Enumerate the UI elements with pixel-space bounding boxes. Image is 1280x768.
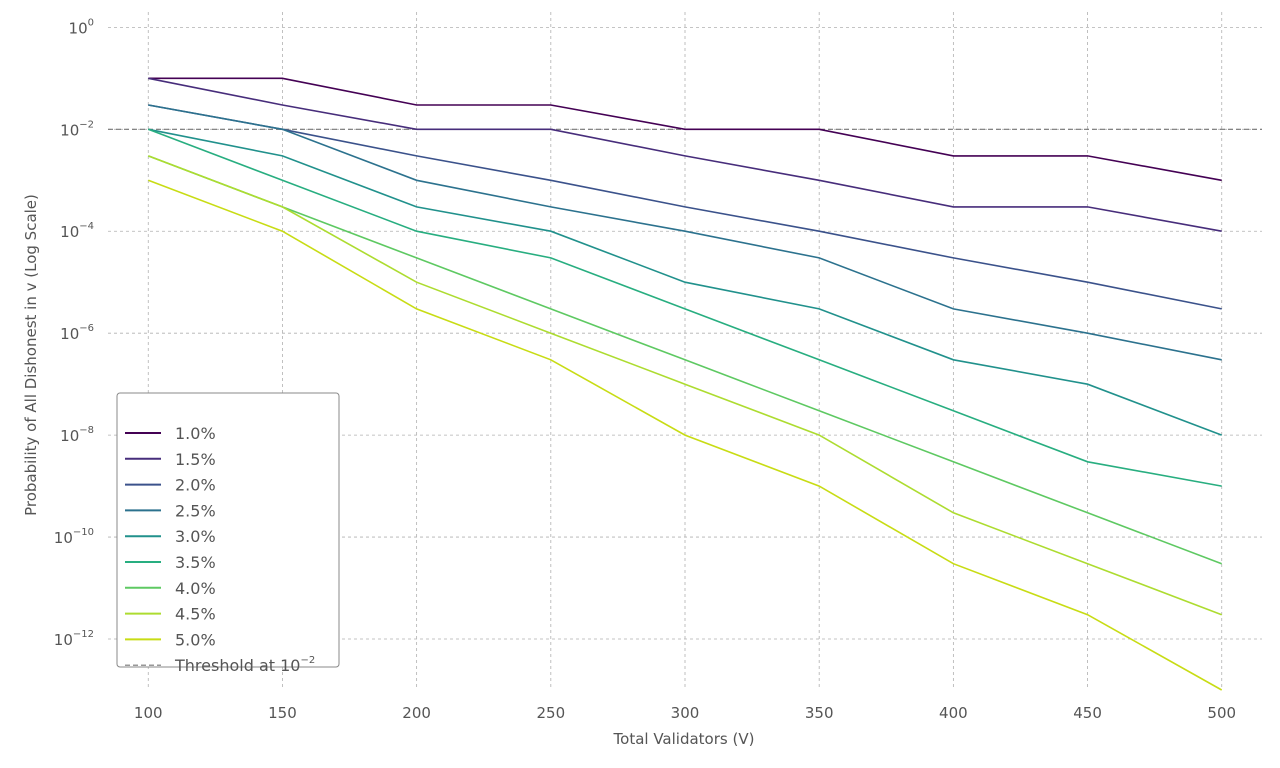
series-line-1-5pct <box>148 77 1222 232</box>
y-axis-label: Probability of All Dishonest in v (Log S… <box>22 194 40 516</box>
x-tick-label: 500 <box>1207 704 1236 722</box>
x-tick-label: 250 <box>536 704 565 722</box>
y-tick-label: 10−8 <box>60 425 94 445</box>
legend-label: 3.0% <box>175 527 216 546</box>
legend-label: 4.0% <box>175 579 216 598</box>
x-axis-ticks: 100 150 200 250 300 350 400 450 500 <box>134 704 1236 722</box>
series-line-4-5pct <box>148 155 1222 616</box>
x-tick-label: 450 <box>1073 704 1102 722</box>
series-line-3-0pct <box>148 128 1222 436</box>
series-line-2-5pct <box>148 104 1222 361</box>
y-tick-label: 10−2 <box>60 119 94 139</box>
series-line-2-0pct <box>148 104 1222 310</box>
legend-box <box>116 392 340 668</box>
legend-label: 1.0% <box>175 424 216 443</box>
legend-label: 2.5% <box>175 501 216 520</box>
x-tick-label: 350 <box>805 704 834 722</box>
x-tick-label: 200 <box>402 704 431 722</box>
series-line-1-0pct <box>148 77 1222 182</box>
x-tick-label: 150 <box>268 704 297 722</box>
y-tick-label: 100 <box>69 17 94 37</box>
legend-label: 2.0% <box>175 476 216 495</box>
legend: 1.0% 1.5% 2.0% 2.5% 3.0% 3.5% 4.0% 4.5% 5.0% Thre… <box>116 392 340 675</box>
series-layer <box>148 77 1223 691</box>
y-tick-label: 10−12 <box>54 629 94 649</box>
x-tick-label: 300 <box>671 704 700 722</box>
y-axis-ticks: 100 10−2 10−4 10−6 10−8 10−10 10−12 <box>54 17 94 649</box>
series-line-4-0pct <box>148 155 1222 565</box>
y-tick-label: 10−6 <box>60 323 94 343</box>
series-line-5-0pct <box>148 179 1223 691</box>
legend-label-threshold: Threshold at 10−2 <box>174 655 315 675</box>
x-tick-label: 400 <box>939 704 968 722</box>
x-tick-label: 100 <box>134 704 163 722</box>
legend-label: 4.5% <box>175 605 216 624</box>
series-line-3-5pct <box>148 128 1222 487</box>
legend-label: 5.0% <box>175 630 216 649</box>
y-tick-label: 10−4 <box>60 221 94 241</box>
legend-label: 3.5% <box>175 553 216 572</box>
y-tick-label: 10−10 <box>54 527 94 547</box>
x-axis-label: Total Validators (V) <box>613 730 755 748</box>
legend-label: 1.5% <box>175 450 216 469</box>
